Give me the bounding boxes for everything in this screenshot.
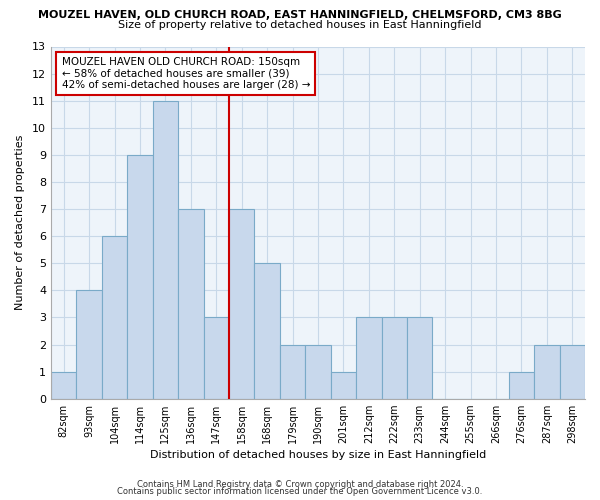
Bar: [356, 318, 382, 398]
Text: Contains public sector information licensed under the Open Government Licence v3: Contains public sector information licen…: [118, 488, 482, 496]
Text: Size of property relative to detached houses in East Hanningfield: Size of property relative to detached ho…: [118, 20, 482, 30]
Bar: [407, 318, 433, 398]
X-axis label: Distribution of detached houses by size in East Hanningfield: Distribution of detached houses by size …: [150, 450, 486, 460]
Bar: [152, 100, 178, 399]
Text: MOUZEL HAVEN OLD CHURCH ROAD: 150sqm
← 58% of detached houses are smaller (39)
4: MOUZEL HAVEN OLD CHURCH ROAD: 150sqm ← 5…: [62, 57, 310, 90]
Text: Contains HM Land Registry data © Crown copyright and database right 2024.: Contains HM Land Registry data © Crown c…: [137, 480, 463, 489]
Y-axis label: Number of detached properties: Number of detached properties: [15, 135, 25, 310]
Bar: [76, 290, 102, 399]
Bar: [509, 372, 534, 398]
Bar: [331, 372, 356, 398]
Bar: [178, 209, 203, 398]
Bar: [203, 318, 229, 398]
Bar: [51, 372, 76, 398]
Bar: [305, 344, 331, 399]
Bar: [229, 209, 254, 398]
Bar: [254, 263, 280, 398]
Bar: [127, 155, 152, 398]
Bar: [280, 344, 305, 399]
Bar: [382, 318, 407, 398]
Bar: [534, 344, 560, 399]
Bar: [560, 344, 585, 399]
Text: MOUZEL HAVEN, OLD CHURCH ROAD, EAST HANNINGFIELD, CHELMSFORD, CM3 8BG: MOUZEL HAVEN, OLD CHURCH ROAD, EAST HANN…: [38, 10, 562, 20]
Bar: [102, 236, 127, 398]
